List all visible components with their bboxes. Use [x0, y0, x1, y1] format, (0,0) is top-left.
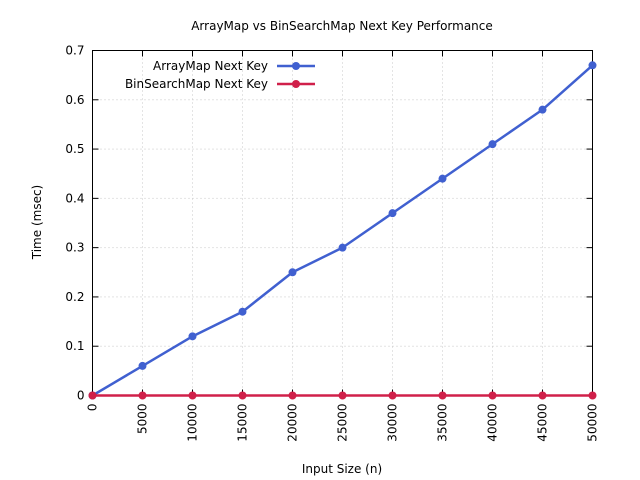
data-point-series-1: [488, 391, 497, 400]
x-tick-label: 30000: [386, 404, 400, 442]
y-tick-label: 0.5: [65, 142, 84, 156]
data-point-series-0: [388, 209, 397, 218]
legend: ArrayMap Next Key BinSearchMap Next Key: [125, 59, 315, 91]
x-tick-label: 0: [86, 404, 100, 412]
data-point-series-1: [538, 391, 547, 400]
x-tick-label: 15000: [236, 404, 250, 442]
data-point-series-1: [188, 391, 197, 400]
data-point-series-1: [138, 391, 147, 400]
y-axis-label: Time (msec): [30, 185, 44, 260]
y-tick-label: 0.2: [65, 290, 84, 304]
data-point-series-0: [238, 307, 247, 316]
data-point-series-1: [288, 391, 297, 400]
y-tick-label: 0.4: [65, 191, 84, 205]
y-tick-label: 0.3: [65, 241, 84, 255]
data-point-series-1: [438, 391, 447, 400]
y-tick-label: 0.7: [65, 44, 84, 58]
x-tick-label: 10000: [186, 404, 200, 442]
data-point-series-0: [588, 61, 597, 70]
legend-label: BinSearchMap Next Key: [125, 77, 268, 91]
y-tick-label: 0.1: [65, 339, 84, 353]
data-point-series-0: [488, 140, 497, 149]
x-tick-label: 40000: [486, 404, 500, 442]
x-tick-label: 45000: [536, 404, 550, 442]
data-point-series-1: [388, 391, 397, 400]
y-tick-label: 0: [77, 389, 85, 403]
chart-title: ArrayMap vs BinSearchMap Next Key Perfor…: [191, 19, 493, 33]
data-point-series-0: [338, 243, 347, 252]
data-point-series-0: [188, 332, 197, 341]
x-tick-label: 50000: [586, 404, 600, 442]
x-tick-label: 5000: [136, 404, 150, 435]
data-point-series-1: [338, 391, 347, 400]
legend-marker: [292, 80, 300, 88]
series: [88, 61, 597, 400]
x-tick-label: 35000: [436, 404, 450, 442]
x-tick-label: 20000: [286, 404, 300, 442]
y-tick-label: 0.6: [65, 93, 84, 107]
data-point-series-1: [88, 391, 97, 400]
axis-ticks: 0 0.1 0.2 0.3 0.4 0.5 0.6 0.7 0 5000 10000 15000 200…: [65, 44, 599, 442]
data-point-series-0: [538, 105, 547, 114]
data-point-series-1: [588, 391, 597, 400]
data-point-series-0: [288, 268, 297, 277]
data-point-series-1: [238, 391, 247, 400]
data-point-series-0: [438, 174, 447, 183]
x-tick-label: 25000: [336, 404, 350, 442]
x-axis-label: Input Size (n): [302, 462, 382, 476]
data-point-series-0: [138, 361, 147, 370]
legend-label: ArrayMap Next Key: [153, 59, 268, 73]
legend-marker: [292, 62, 300, 70]
grid: [92, 50, 593, 396]
